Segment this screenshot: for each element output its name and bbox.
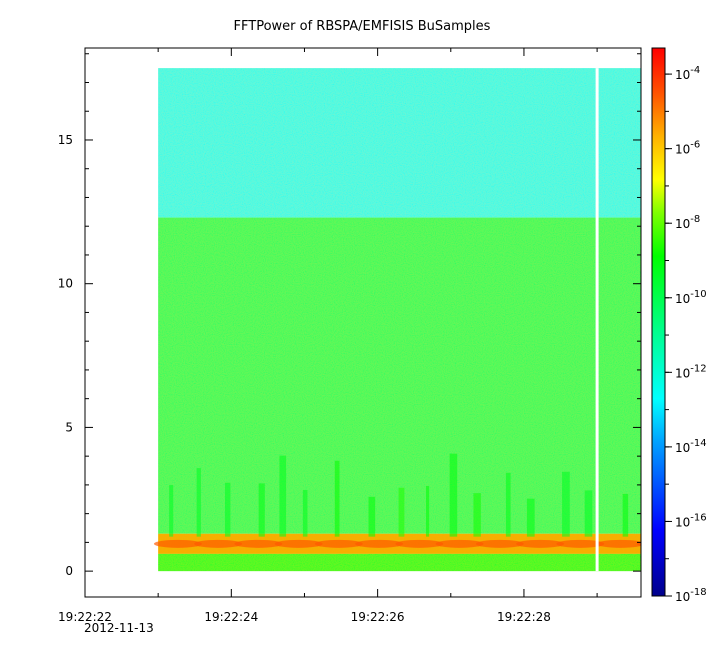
wave-band-peak — [314, 539, 363, 548]
spectrogram-features — [153, 68, 641, 572]
y-tick-label: 5 — [65, 420, 73, 434]
emission-burst — [426, 485, 430, 537]
emission-burst — [196, 468, 201, 537]
colorbar-tick-label: 10-16 — [675, 512, 707, 529]
colorbar-tick-label: 10-8 — [675, 214, 700, 231]
chart-title: FFTPower of RBSPA/EMFISIS BuSamples — [234, 19, 491, 34]
emission-burst — [368, 496, 376, 537]
emission-burst — [562, 471, 570, 537]
x-tick-label: 19:22:22 — [58, 610, 112, 624]
spectrogram-band — [158, 553, 641, 572]
emission-burst — [258, 483, 265, 537]
date-label: 2012-11-13 — [84, 621, 154, 635]
data-gap — [595, 68, 599, 572]
colorbar-tick-label: 10-14 — [675, 438, 707, 455]
emission-burst — [505, 472, 511, 537]
wave-band-peak — [355, 539, 404, 548]
wave-band-peak — [395, 539, 444, 548]
spectrogram-band — [158, 217, 641, 534]
y-tick-label: 0 — [65, 564, 73, 578]
emission-burst — [279, 455, 287, 537]
colorbar-tick-label: 10-6 — [675, 140, 700, 157]
emission-burst — [224, 482, 231, 537]
emission-burst — [526, 498, 535, 537]
colorbar-tick-label: 10-4 — [675, 65, 700, 82]
plot-frame — [84, 47, 642, 598]
emission-burst — [584, 490, 593, 537]
emission-burst — [398, 487, 405, 537]
y-tick-label: 15 — [58, 133, 73, 147]
x-tick-label: 19:22:24 — [204, 610, 258, 624]
emission-burst — [334, 460, 340, 537]
emission-burst — [449, 453, 458, 537]
x-axis: 19:22:22 19:22:24 19:22:26 19:22:28 — [58, 48, 598, 624]
colorbar-tick-label: 10-10 — [675, 289, 707, 306]
wave-band-peak — [556, 539, 605, 548]
emission-burst — [302, 489, 308, 537]
wave-band-peak — [516, 539, 565, 548]
spectrogram-bands — [158, 68, 641, 572]
wave-band-peak — [153, 539, 202, 548]
colorbar-tick-label: 10-12 — [675, 363, 707, 380]
y-tick-label: 10 — [58, 277, 73, 291]
wave-band-peak — [274, 539, 323, 548]
colorbar-tick-label: 10-18 — [675, 587, 707, 604]
colorbar — [651, 47, 666, 597]
x-tick-label: 19:22:28 — [497, 610, 551, 624]
emission-burst — [169, 485, 174, 537]
colorbar-axis: 10-4 10-6 10-8 10-10 10-12 10-14 10-16 10-18 — [665, 65, 707, 604]
emission-burst — [622, 493, 629, 537]
wave-band-peak — [475, 539, 524, 548]
emission-burst — [473, 493, 481, 537]
wave-band-peak — [234, 539, 283, 548]
y-axis: 0 5 10 15 — [58, 53, 641, 578]
plot-area — [153, 68, 641, 572]
wave-band-peak — [194, 539, 243, 548]
wave-band-peak — [596, 539, 641, 548]
x-tick-label: 19:22:26 — [351, 610, 405, 624]
spectrogram-band — [158, 68, 641, 218]
wave-band-peak — [435, 539, 484, 548]
